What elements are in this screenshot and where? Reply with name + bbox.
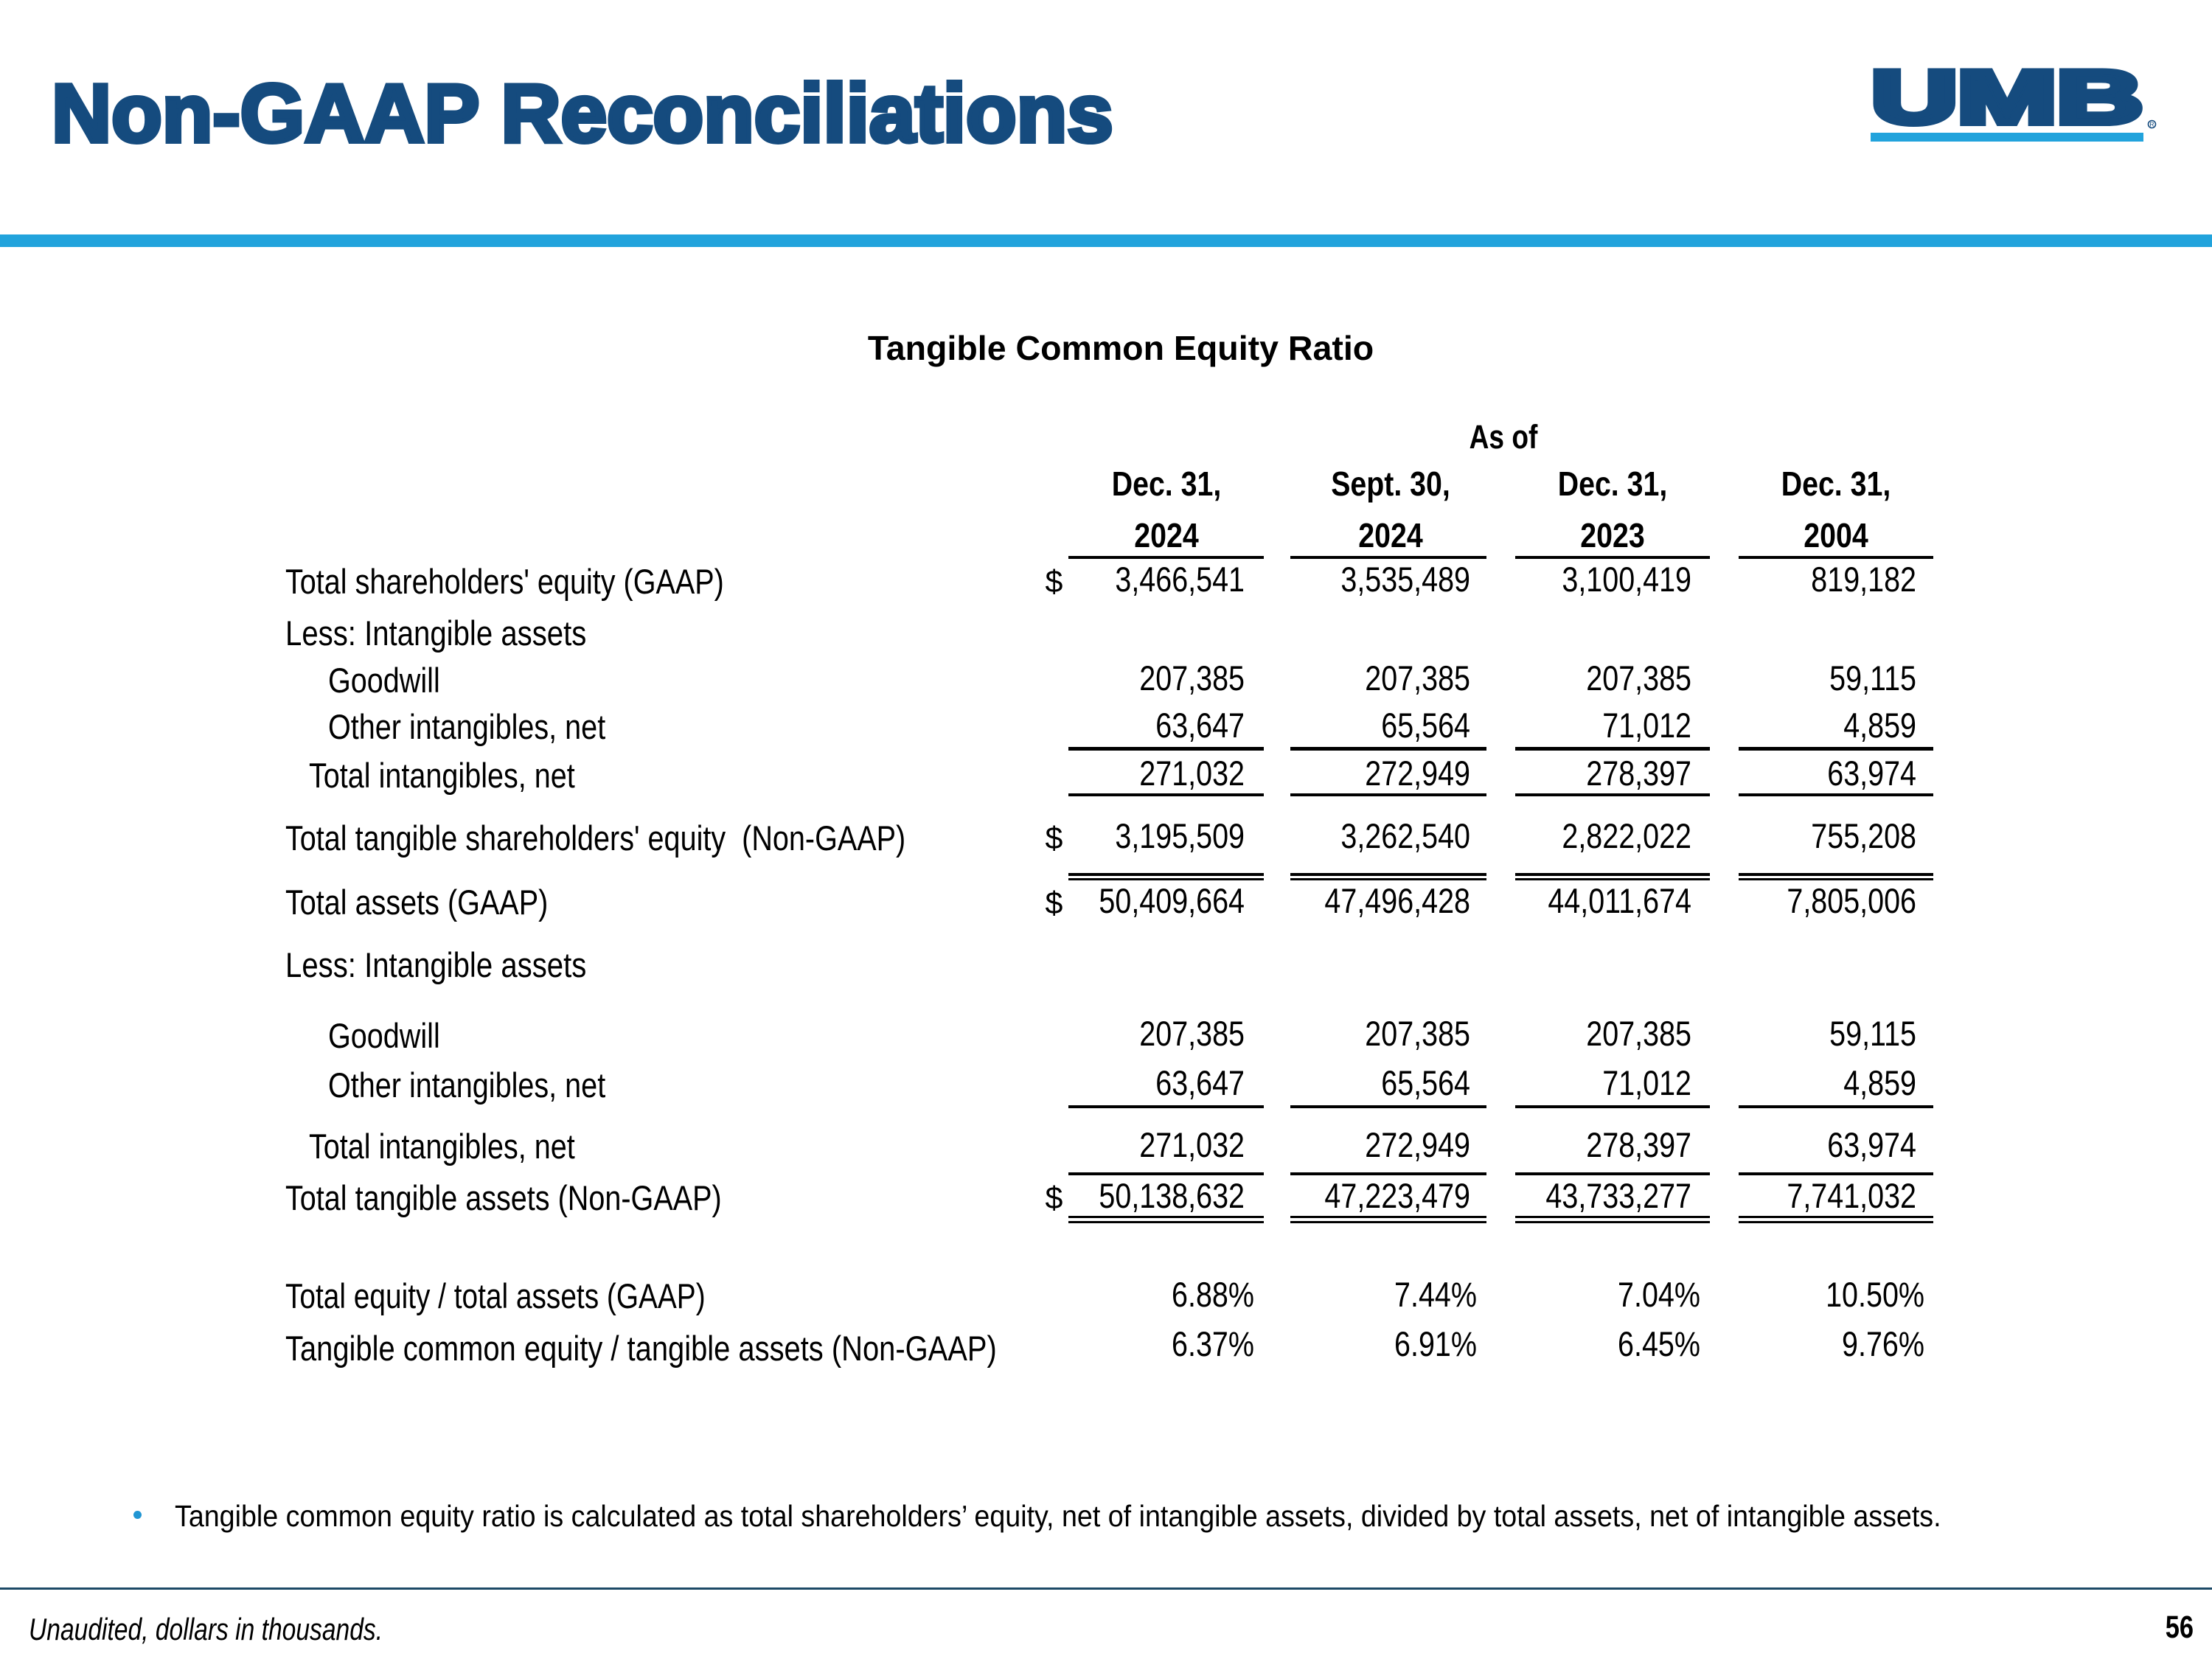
svg-text:UMB: UMB (1871, 57, 2143, 139)
svg-text:R: R (2149, 121, 2154, 128)
